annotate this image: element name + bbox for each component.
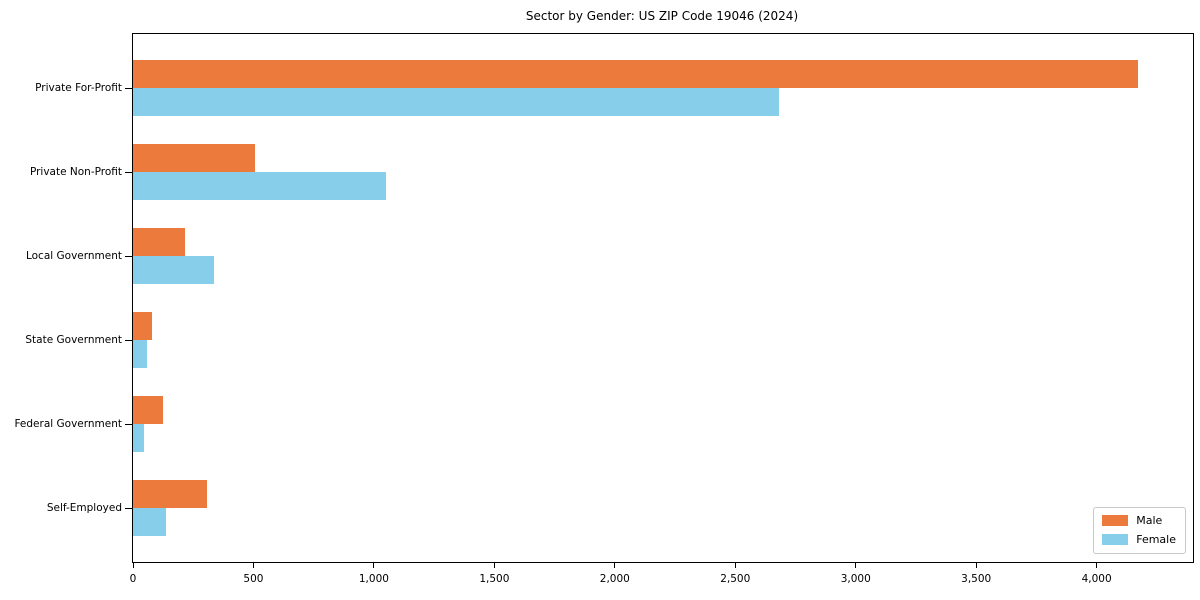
bar-male-local-government <box>133 228 185 256</box>
bar-male-private-non-profit <box>133 144 255 172</box>
legend-item-male: Male <box>1102 514 1176 527</box>
legend-label-female: Female <box>1136 533 1176 546</box>
y-tick-mark-private-for-profit <box>125 87 133 89</box>
x-tick-label-4000: 4,000 <box>1081 573 1112 585</box>
x-tick-label-3500: 3,500 <box>961 573 992 585</box>
y-tick-mark-federal-government <box>125 423 133 425</box>
bar-male-private-for-profit <box>133 60 1138 88</box>
x-tick-label-500: 500 <box>243 573 264 585</box>
bar-male-federal-government <box>133 396 164 424</box>
legend-item-female: Female <box>1102 533 1176 546</box>
bar-male-self-employed <box>133 480 207 508</box>
y-tick-label-private-non-profit: Private Non-Profit <box>29 166 122 178</box>
plot-area: Male Female Private For-Profit Private Non… <box>14 33 1194 585</box>
legend-label-male: Male <box>1136 514 1163 527</box>
x-tick-mark-500 <box>252 562 254 568</box>
y-tick-label-state-government: State Government <box>25 334 122 346</box>
y-tick-label-private-for-profit: Private For-Profit <box>35 82 122 94</box>
y-tick-mark-state-government <box>125 339 133 341</box>
x-tick-label-2500: 2,500 <box>720 573 751 585</box>
x-tick-label-3000: 3,000 <box>840 573 871 585</box>
y-tick-label-self-employed: Self-Employed <box>46 502 122 514</box>
y-tick-mark-local-government <box>125 255 133 257</box>
legend-swatch-female <box>1102 534 1129 545</box>
bar-male-state-government <box>133 312 153 340</box>
x-tick-mark-3500 <box>975 562 977 568</box>
bar-female-private-non-profit <box>133 172 386 200</box>
x-tick-mark-2000 <box>614 562 616 568</box>
x-tick-label-0: 0 <box>129 573 137 585</box>
bar-female-private-for-profit <box>133 88 779 116</box>
x-tick-mark-2500 <box>734 562 736 568</box>
y-tick-label-federal-government: Federal Government <box>14 418 122 430</box>
legend: Male Female <box>1093 507 1186 554</box>
x-tick-label-2000: 2,000 <box>599 573 630 585</box>
x-tick-label-1000: 1,000 <box>358 573 389 585</box>
legend-swatch-male <box>1102 515 1129 526</box>
x-tick-mark-1000 <box>373 562 375 568</box>
bar-female-federal-government <box>133 424 144 452</box>
bar-female-local-government <box>133 256 214 284</box>
x-tick-mark-4000 <box>1096 562 1098 568</box>
chart-title: Sector by Gender: US ZIP Code 19046 (202… <box>525 9 799 23</box>
y-tick-mark-private-non-profit <box>125 171 133 173</box>
x-tick-label-1500: 1,500 <box>479 573 510 585</box>
y-tick-mark-self-employed <box>125 507 133 509</box>
x-tick-mark-0 <box>132 562 134 568</box>
bar-female-state-government <box>133 340 147 368</box>
x-tick-mark-3000 <box>855 562 857 568</box>
x-tick-mark-1500 <box>493 562 495 568</box>
bar-female-self-employed <box>133 508 166 536</box>
y-tick-label-local-government: Local Government <box>25 250 122 262</box>
